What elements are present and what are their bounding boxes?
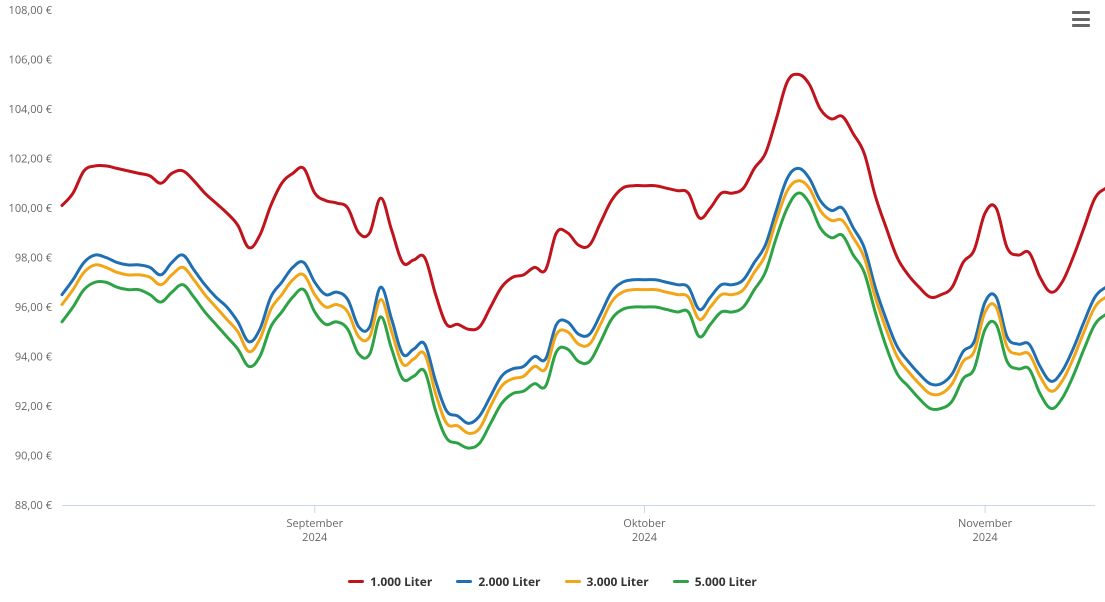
x-axis-tick-month: September [286,516,343,531]
legend-item[interactable]: 3.000 Liter [565,573,649,590]
y-axis-tick-label: 88,00 € [15,498,53,513]
y-axis-tick-label: 90,00 € [15,449,53,464]
series-line[interactable] [62,193,1105,448]
y-axis-tick-label: 94,00 € [15,350,53,365]
legend-swatch [565,580,581,583]
chart-legend: 1.000 Liter 2.000 Liter 3.000 Liter 5.000 L… [0,570,1105,590]
series-line[interactable] [62,181,1105,434]
y-axis-tick-label: 102,00 € [9,152,53,167]
y-axis-tick-label: 98,00 € [15,251,53,266]
x-axis-tick-year: 2024 [632,530,658,545]
y-axis-tick-label: 100,00 € [9,201,53,216]
series-line[interactable] [62,74,1105,330]
legend-label: 3.000 Liter [587,573,649,590]
x-axis-tick-year: 2024 [973,530,999,545]
y-axis-tick-label: 96,00 € [15,300,53,315]
legend-item[interactable]: 5.000 Liter [673,573,757,590]
chart-plot-area: 88,00 € 90,00 € 92,00 € 94,00 € 96,00 € 98,00… [0,0,1105,562]
legend-item[interactable]: 1.000 Liter [348,573,432,590]
price-chart: 88,00 € 90,00 € 92,00 € 94,00 € 96,00 € 98,00… [0,0,1105,602]
legend-swatch [348,580,364,583]
y-axis-tick-label: 106,00 € [9,53,53,68]
chart-menu-button[interactable] [1069,8,1093,30]
legend-swatch [673,580,689,583]
y-axis-tick-label: 92,00 € [15,399,53,414]
legend-label: 1.000 Liter [370,573,432,590]
legend-swatch [456,580,472,583]
y-axis-tick-label: 108,00 € [9,3,53,18]
legend-label: 2.000 Liter [478,573,540,590]
x-axis-tick-month: Oktober [623,516,666,531]
y-axis-tick-label: 104,00 € [9,102,53,117]
x-axis-tick-year: 2024 [302,530,328,545]
x-axis-tick-month: November [958,516,1013,531]
legend-item[interactable]: 2.000 Liter [456,573,540,590]
legend-label: 5.000 Liter [695,573,757,590]
